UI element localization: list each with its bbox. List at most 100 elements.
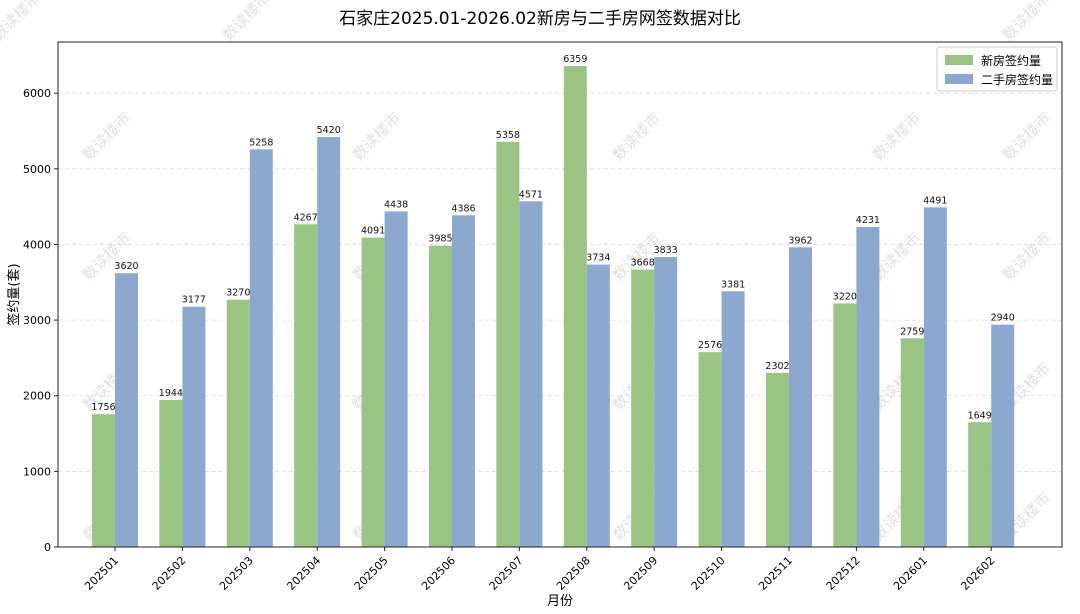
data-label: 3177 — [182, 295, 206, 306]
data-label: 4571 — [519, 189, 543, 200]
bar-second-hand — [452, 215, 475, 548]
bar-new-house — [698, 352, 722, 547]
data-label: 2759 — [900, 326, 924, 337]
gridlines — [58, 92, 1062, 472]
x-tick-label: 202505 — [352, 554, 391, 593]
y-axis-title: 签约量(套) — [6, 263, 22, 325]
watermark-text: 数读楼市 — [349, 109, 404, 164]
data-label: 6359 — [563, 54, 587, 65]
bar-new-house — [92, 414, 115, 547]
y-tick-label: 2000 — [23, 390, 51, 403]
data-label: 3734 — [586, 253, 610, 264]
x-tick-label: 202507 — [487, 554, 526, 593]
x-tick-label: 202511 — [756, 554, 795, 593]
x-tick-label: 202509 — [621, 554, 660, 593]
x-tick-label: 202506 — [419, 554, 458, 593]
x-tick-label: 202508 — [554, 554, 593, 593]
bar-new-house — [563, 66, 587, 548]
data-labels: 1756 3620 1944 3177 3270 5258 4267 5420 4091 4438… — [91, 54, 1014, 421]
data-label: 4438 — [384, 199, 408, 210]
bar-new-house — [631, 269, 655, 547]
bar-new-house — [968, 422, 992, 547]
legend-label: 二手房签约量 — [981, 72, 1053, 87]
data-label: 4267 — [294, 212, 318, 223]
bar-new-house — [361, 237, 385, 547]
data-label: 4386 — [451, 203, 475, 214]
y-tick-label: 3000 — [23, 314, 51, 327]
y-tick-label: 6000 — [23, 87, 51, 100]
watermark-text: 数读楼市 — [999, 0, 1054, 44]
bar-second-hand — [115, 273, 138, 547]
x-tick-label: 202501 — [82, 554, 121, 593]
bar-second-hand — [991, 324, 1015, 547]
bar-second-hand — [384, 211, 408, 547]
data-label: 3833 — [654, 245, 678, 256]
x-axis-title: 月份 — [547, 594, 573, 609]
data-label: 2576 — [698, 340, 722, 351]
watermark-text: 数读楼市 — [219, 0, 274, 44]
bar-second-hand — [586, 264, 610, 547]
data-label: 1756 — [91, 402, 115, 413]
bar-new-house — [496, 141, 520, 547]
y-tick-label: 1000 — [23, 465, 51, 478]
bar-second-hand — [654, 257, 678, 547]
watermark-text: 数读楼市 — [79, 109, 134, 164]
bar-second-hand — [923, 207, 947, 547]
legend-swatch — [945, 74, 973, 84]
data-label: 3620 — [114, 261, 138, 272]
x-axis-ticks: 202501 202502 202503 202504 202505 202506 2025… — [82, 547, 997, 593]
data-label: 4491 — [923, 195, 947, 206]
legend-swatch — [945, 55, 973, 65]
y-tick-label: 4000 — [23, 238, 51, 251]
bar-second-hand — [317, 137, 341, 548]
data-label: 1944 — [159, 388, 183, 399]
data-label: 1649 — [968, 410, 992, 421]
watermark-text: 数读楼市 — [609, 109, 664, 164]
bar-new-house — [429, 245, 452, 548]
bar-new-house — [159, 399, 183, 547]
bar-second-hand — [182, 306, 206, 547]
x-tick-label: 202602 — [958, 554, 997, 593]
y-tick-label: 5000 — [23, 163, 51, 176]
legend-label: 新房签约量 — [981, 53, 1041, 68]
watermark-text: 数读楼市 — [0, 0, 44, 44]
data-label: 5358 — [496, 130, 520, 141]
data-label: 2940 — [991, 313, 1015, 324]
data-label: 4231 — [856, 215, 880, 226]
x-tick-label: 202503 — [217, 554, 256, 593]
y-tick-label: 0 — [44, 541, 51, 554]
data-label: 3270 — [226, 288, 250, 299]
bar-second-hand — [249, 149, 273, 547]
data-label: 2302 — [765, 361, 789, 372]
watermark-text: 数读楼市 — [999, 229, 1054, 284]
watermark-text: 数读楼市 — [999, 109, 1054, 164]
data-label: 3220 — [833, 291, 857, 302]
data-label: 3985 — [428, 234, 452, 245]
y-axis-ticks: 0 1000 2000 3000 4000 5000 6000 — [23, 87, 58, 554]
data-label: 3962 — [788, 235, 812, 246]
bar-new-house — [833, 303, 857, 547]
bar-second-hand — [856, 226, 880, 548]
data-label: 3668 — [631, 258, 655, 269]
x-tick-label: 202502 — [150, 554, 189, 593]
data-label: 5258 — [249, 137, 273, 148]
plot-frame — [57, 41, 1063, 548]
bars — [92, 66, 1015, 548]
bar-second-hand — [789, 247, 812, 548]
x-tick-label: 202601 — [891, 554, 930, 593]
x-tick-label: 202504 — [284, 554, 323, 593]
data-label: 4091 — [361, 226, 385, 237]
bar-second-hand — [721, 291, 745, 547]
bar-new-house — [294, 224, 318, 548]
chart-title: 石家庄2025.01-2026.02新房与二手房网签数据对比 — [339, 9, 741, 29]
bar-new-house — [226, 299, 250, 547]
bar-new-house — [766, 372, 789, 547]
bar-new-house — [900, 338, 924, 547]
data-label: 5420 — [317, 125, 341, 136]
data-label: 3381 — [721, 279, 745, 290]
x-tick-label: 202512 — [824, 554, 863, 593]
x-tick-label: 202510 — [689, 554, 728, 593]
bar-second-hand — [519, 201, 543, 548]
